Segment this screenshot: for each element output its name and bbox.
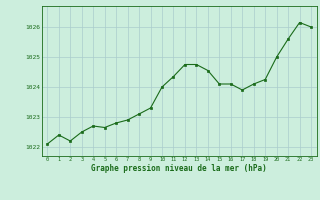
X-axis label: Graphe pression niveau de la mer (hPa): Graphe pression niveau de la mer (hPa): [91, 164, 267, 173]
